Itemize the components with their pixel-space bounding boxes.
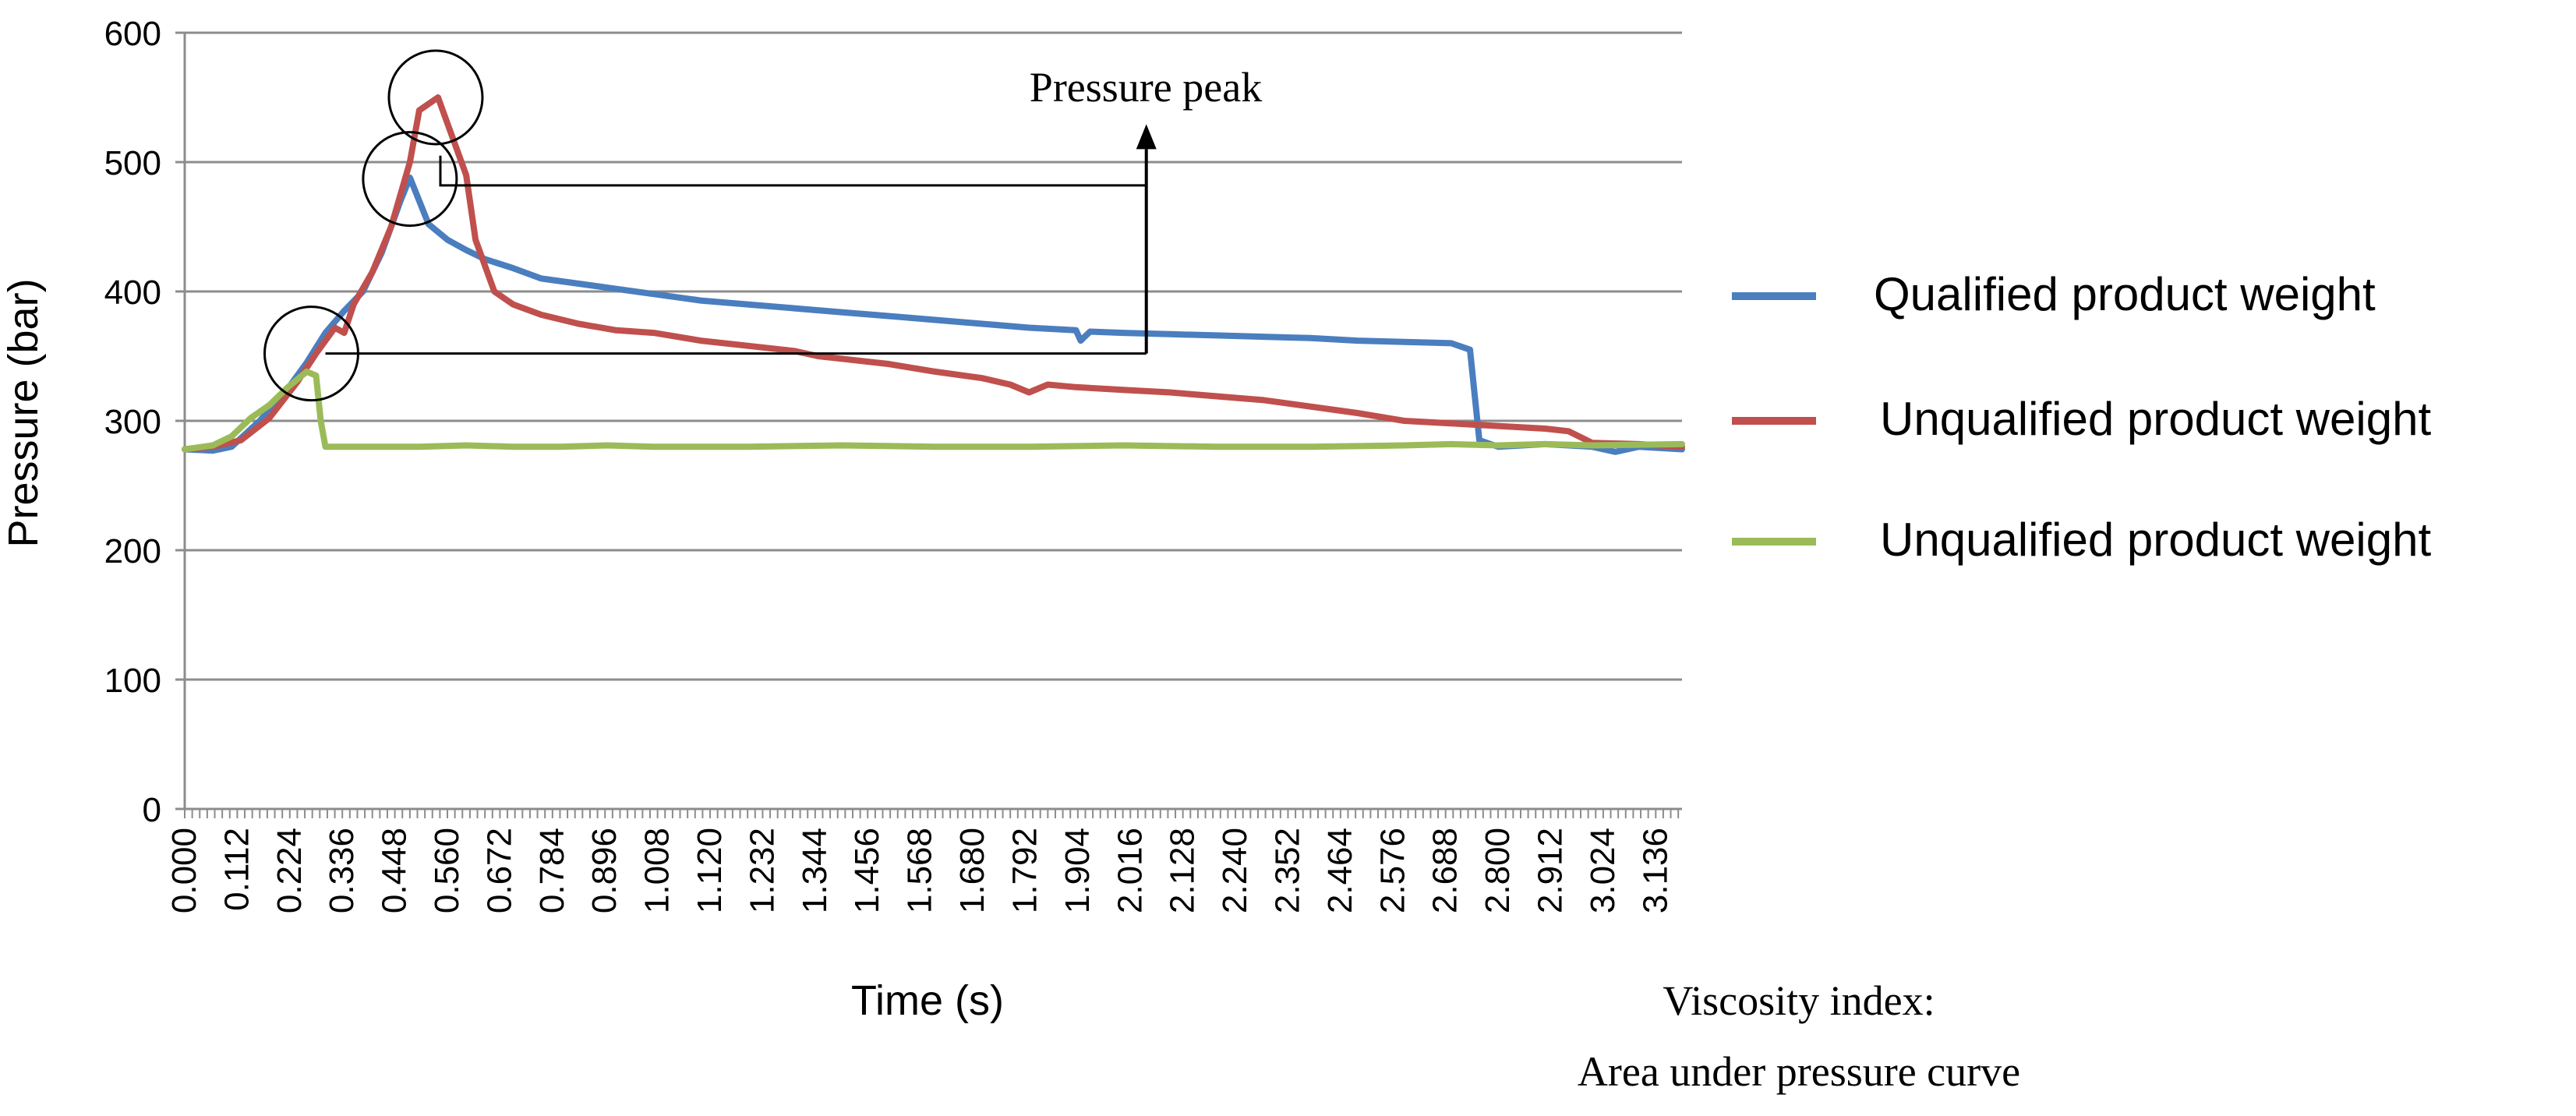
y-tick-label: 300 [104,403,161,441]
legend-label-2: Unqualified product weight [1880,393,2431,445]
peak-circle [387,49,484,146]
x-tick-label: 2.464 [1321,828,1359,913]
x-tick-label: 2.800 [1479,828,1517,913]
legend-label-1: Qualified product weight [1874,268,2376,320]
x-tick-label: 1.456 [848,828,886,913]
y-tick-label: 400 [104,274,161,312]
legend-label-3: Unqualified product weight [1880,514,2431,566]
x-tick-label: 3.024 [1584,828,1622,913]
series-lines [182,94,1685,455]
peak-arrow-head [1136,124,1157,150]
x-tick-label: 0.784 [533,828,571,913]
x-tick-label: 0.112 [217,828,256,911]
y-tick-label: 600 [104,15,161,53]
series-line-3 [182,368,1685,453]
x-tick-label: 0.336 [323,828,361,913]
x-tick-label: 2.240 [1216,828,1254,913]
x-tick-label: 2.016 [1111,828,1149,913]
x-tick-label: 2.912 [1531,828,1569,913]
x-tick-label: 1.680 [953,828,991,913]
x-tick-label: 1.008 [638,828,677,913]
y-axis-label: Pressure (bar) [0,278,47,547]
x-tick-label: 0.896 [585,828,624,913]
x-tick-label: 1.120 [691,828,729,913]
x-tick-label: 1.232 [743,828,781,913]
series-line-2 [182,94,1685,453]
x-tick-labels: 0.000 0.112 0.224 0.336 0.448 0.560 0.672 0.784… [165,828,1674,913]
x-tick-label: 0.000 [165,828,203,913]
series-line-1 [182,174,1685,455]
y-tick-label: 200 [104,532,161,570]
x-tick-label: 2.688 [1426,828,1465,913]
x-tick-label: 0.448 [376,828,414,913]
x-minor-ticks [184,809,1680,818]
x-tick-label: 0.224 [270,828,309,913]
x-axis-label: Time (s) [851,977,1004,1024]
x-tick-label: 0.560 [428,828,466,913]
pressure-peak-label: Pressure peak [1030,64,1262,111]
x-tick-label: 1.792 [1005,828,1044,913]
annotations [263,49,1157,402]
x-tick-label: 2.128 [1164,828,1202,913]
x-tick-label: 1.568 [901,828,939,913]
x-tick-label: 3.136 [1636,828,1674,913]
y-tick-labels: 0 100 200 300 400 500 600 [104,15,161,829]
y-tick-label: 100 [104,662,161,700]
x-tick-label: 2.576 [1373,828,1412,913]
legend: Qualified product weight Unqualified prod… [1732,268,2431,566]
area-under-curve-label: Area under pressure curve [1578,1048,2020,1095]
x-tick-label: 0.672 [480,828,518,913]
x-tick-label: 1.904 [1058,828,1097,913]
x-tick-label: 2.352 [1268,828,1306,913]
y-tick-label: 0 [143,791,161,829]
y-gridlines [175,31,1682,811]
y-tick-label: 500 [104,144,161,182]
peak-circle [362,131,458,228]
x-tick-label: 1.344 [796,828,834,913]
upper-bracket [439,155,1147,187]
viscosity-index-label: Viscosity index: [1663,977,1935,1024]
